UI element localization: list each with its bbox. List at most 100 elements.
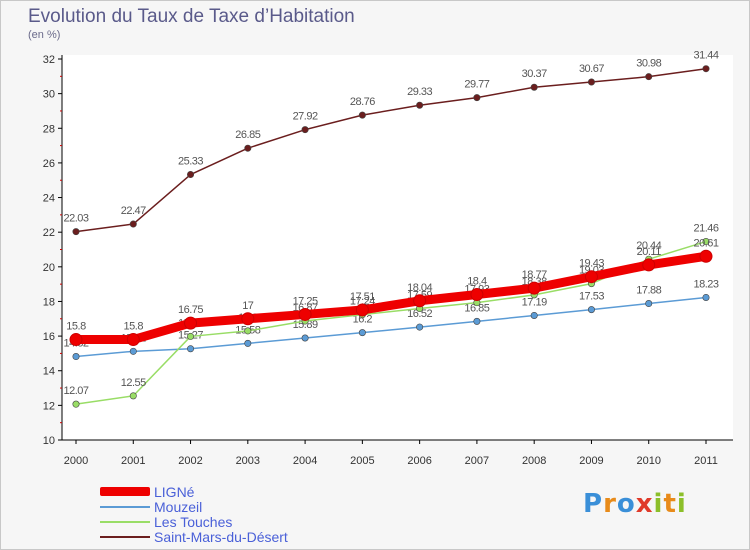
y-tick-label: 26 xyxy=(43,158,55,170)
y-tick-label: 18 xyxy=(43,296,55,308)
y-tick-label: 24 xyxy=(43,193,55,205)
legend-label: Saint-Mars-du-Désert xyxy=(154,528,288,545)
legend-item-les-touches: Les Touches xyxy=(100,513,288,530)
chart-title: Evolution du Taux de Taxe d’Habitation xyxy=(28,6,355,27)
x-tick-label: 2010 xyxy=(636,455,660,467)
data-label: 12.07 xyxy=(63,385,88,397)
data-point xyxy=(587,306,595,314)
data-point xyxy=(470,288,484,302)
data-point xyxy=(129,392,137,400)
data-point xyxy=(587,78,595,86)
x-tick-label: 2000 xyxy=(64,455,88,467)
chart-unit: (en %) xyxy=(28,29,61,41)
data-point xyxy=(244,144,252,152)
data-label: 17.88 xyxy=(636,285,661,297)
legend-label: LIGNé xyxy=(154,483,195,500)
data-label: 30.37 xyxy=(522,68,547,80)
proxiti-logo: Proxiti xyxy=(583,489,687,519)
data-label: 18.04 xyxy=(407,282,432,294)
data-point xyxy=(187,332,195,340)
data-point xyxy=(298,307,312,321)
data-label: 15.8 xyxy=(66,321,86,333)
x-tick-label: 2002 xyxy=(178,455,202,467)
x-tick-label: 2009 xyxy=(579,455,603,467)
data-label: 31.44 xyxy=(693,50,718,62)
data-label: 18.77 xyxy=(522,269,547,281)
data-label: 29.33 xyxy=(407,86,432,98)
x-tick-label: 2001 xyxy=(121,455,145,467)
y-tick-label: 16 xyxy=(43,331,55,343)
data-label: 20.44 xyxy=(636,240,661,252)
data-label: 30.67 xyxy=(579,63,604,75)
data-label: 12.55 xyxy=(121,377,146,389)
data-label: 26.85 xyxy=(235,129,260,141)
data-label: 25.33 xyxy=(178,156,203,168)
y-tick-label: 10 xyxy=(43,435,55,447)
logo-letter: P xyxy=(583,489,604,519)
data-point xyxy=(702,238,710,246)
x-tick-label: 2004 xyxy=(293,455,317,467)
y-tick-label: 28 xyxy=(43,123,55,135)
legend-swatch xyxy=(100,535,150,538)
logo-letter: r xyxy=(603,489,617,519)
logo-letter: i xyxy=(653,489,664,519)
data-point xyxy=(241,312,255,326)
data-point xyxy=(416,323,424,331)
data-point xyxy=(699,249,713,263)
data-point xyxy=(645,300,653,308)
legend-label: Mouzeil xyxy=(154,498,203,515)
data-label: 17.53 xyxy=(579,291,604,303)
legend-label: Les Touches xyxy=(154,513,233,530)
y-tick-label: 30 xyxy=(43,89,55,101)
data-point xyxy=(645,73,653,81)
data-point xyxy=(358,329,366,337)
logo-letter: x xyxy=(635,489,654,519)
series-line xyxy=(75,240,707,405)
data-label: 16.52 xyxy=(407,308,432,320)
data-point xyxy=(184,316,198,330)
legend-item-mouzeil: Mouzeil xyxy=(100,498,288,515)
data-label: 22.03 xyxy=(63,213,88,225)
data-label: 17.25 xyxy=(293,295,318,307)
data-label: 20.61 xyxy=(693,237,718,249)
data-point xyxy=(642,258,656,272)
data-point xyxy=(530,311,538,319)
data-label: 20.11 xyxy=(637,246,662,258)
y-tick-label: 14 xyxy=(43,366,55,378)
data-point xyxy=(416,101,424,109)
logo-letter: o xyxy=(616,489,636,519)
data-label: 16.85 xyxy=(464,302,489,314)
data-point xyxy=(129,220,137,228)
data-point xyxy=(244,339,252,347)
data-label: 28.76 xyxy=(350,96,375,108)
legend-swatch xyxy=(100,487,150,496)
data-point xyxy=(126,333,140,347)
data-point xyxy=(72,228,80,236)
series-line xyxy=(71,251,711,345)
data-point xyxy=(301,126,309,134)
y-tick-label: 22 xyxy=(43,227,55,239)
x-tick-label: 2011 xyxy=(694,455,718,467)
data-label: 16.75 xyxy=(178,304,203,316)
data-point xyxy=(530,83,538,91)
legend-item-ligne: LIGNé xyxy=(100,483,288,500)
x-tick-label: 2007 xyxy=(465,455,489,467)
data-point xyxy=(473,317,481,325)
data-point xyxy=(244,327,252,335)
legend-item-saint-mars: Saint-Mars-du-Désert xyxy=(100,528,288,545)
data-label: 17.51 xyxy=(350,291,375,303)
legend-swatch xyxy=(100,505,150,508)
x-tick-label: 2006 xyxy=(407,455,431,467)
data-label: 17 xyxy=(242,300,254,312)
x-tick-label: 2008 xyxy=(522,455,546,467)
data-point xyxy=(355,303,369,317)
data-point xyxy=(473,94,481,102)
data-point xyxy=(358,111,366,119)
data-label: 15.8 xyxy=(124,321,144,333)
data-label: 18.4 xyxy=(467,276,487,288)
y-tick-label: 12 xyxy=(43,400,55,412)
logo-letter: i xyxy=(676,489,687,519)
data-label: 19.43 xyxy=(579,258,604,270)
data-point xyxy=(72,353,80,361)
